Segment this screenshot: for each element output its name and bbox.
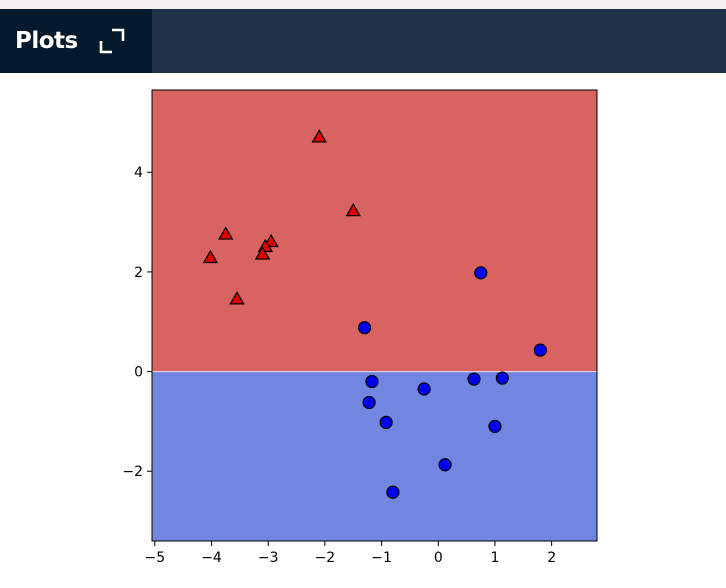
- x-tick-label: 2: [547, 550, 556, 566]
- x-tick-label: −4: [201, 550, 222, 566]
- triangle-point: [345, 202, 361, 217]
- plot-area: −5 −4 −3 −2 −1 0 1 2 −2 0 2 4: [0, 73, 726, 588]
- x-tick-label: 1: [491, 550, 500, 566]
- axes-frame: [151, 89, 598, 542]
- circle-point: [417, 382, 431, 396]
- plots-tab[interactable]: Plots: [0, 9, 152, 73]
- circle-point: [365, 374, 379, 389]
- data-points: [202, 129, 547, 499]
- region-upper: [152, 90, 597, 372]
- circle-point: [467, 372, 481, 386]
- circle-point: [495, 371, 509, 385]
- triangle-point: [229, 291, 245, 305]
- plots-header: Plots: [0, 9, 726, 73]
- circle-point: [362, 395, 376, 410]
- x-tick-label: −1: [371, 550, 392, 566]
- circle-point: [488, 419, 502, 433]
- x-tick-label: 0: [434, 550, 443, 566]
- circle-point: [386, 485, 400, 499]
- y-tick-label: 4: [134, 165, 143, 181]
- x-tick-label: −5: [145, 550, 166, 566]
- y-axis: −2 0 2 4: [122, 165, 152, 480]
- expand-button[interactable]: [99, 28, 125, 54]
- circle-point: [474, 266, 488, 280]
- scatter-plot: −5 −4 −3 −2 −1 0 1 2 −2 0 2 4: [122, 89, 598, 566]
- top-strip: [0, 0, 726, 9]
- circle-point: [357, 321, 372, 335]
- x-tick-label: −2: [315, 550, 336, 566]
- region-lower: [152, 371, 597, 541]
- y-tick-label: 2: [134, 265, 143, 281]
- circle-point: [379, 415, 393, 429]
- triangle-point: [218, 226, 234, 240]
- circle-point: [438, 458, 452, 472]
- plots-tab-label: Plots: [15, 28, 78, 54]
- triangle-point: [311, 129, 327, 143]
- triangle-point: [202, 249, 219, 264]
- y-tick-label: 0: [134, 365, 143, 381]
- y-tick-label: −2: [122, 464, 143, 480]
- circle-point: [533, 343, 547, 357]
- expand-icon: [99, 28, 125, 54]
- x-axis: −5 −4 −3 −2 −1 0 1 2: [145, 541, 556, 566]
- triangle-point: [254, 246, 271, 260]
- x-tick-label: −3: [258, 550, 279, 566]
